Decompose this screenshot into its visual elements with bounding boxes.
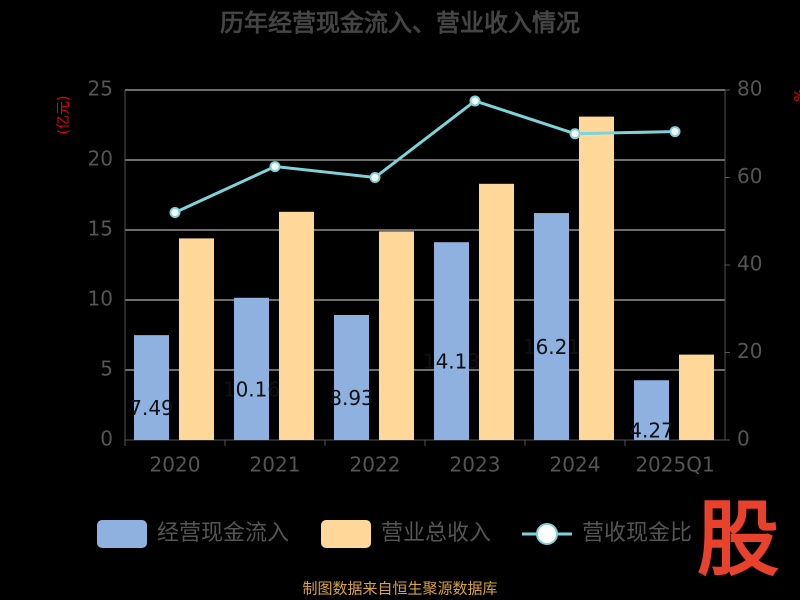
- y-tick-label: 10: [88, 287, 113, 311]
- x-tick-label: 2020: [150, 453, 201, 477]
- legend-swatch: [97, 520, 147, 548]
- bar: [379, 231, 414, 440]
- y2-tick-label: 60: [737, 164, 762, 188]
- legend-label: 营收现金比: [582, 521, 692, 546]
- y-tick-label: 20: [88, 147, 113, 171]
- bar: [334, 314, 369, 440]
- bar: [234, 297, 269, 440]
- y2-tick-label: 0: [737, 427, 750, 451]
- bar: [279, 211, 314, 440]
- data-label: 4.27: [629, 419, 674, 443]
- y-axis-label: (亿元): [56, 96, 72, 135]
- bar: [579, 116, 614, 440]
- data-label: 8.93: [329, 386, 374, 410]
- legend-label: 经营现金流入: [157, 521, 289, 546]
- logo: 股: [697, 492, 779, 587]
- y2-axis-label: %: [790, 88, 800, 101]
- y-tick-label: 5: [100, 357, 113, 381]
- y2-tick-label: 20: [737, 339, 762, 363]
- legend-swatch: [321, 520, 371, 548]
- line-point: [369, 172, 381, 183]
- x-tick-label: 2024: [550, 453, 601, 477]
- bar: [134, 335, 169, 440]
- bar: [434, 242, 469, 440]
- y-tick-label: 15: [88, 217, 113, 241]
- data-label: 7.49: [129, 396, 174, 420]
- x-tick-label: 2021: [250, 453, 301, 477]
- y-tick-label: 0: [100, 427, 113, 451]
- bar: [679, 354, 714, 440]
- line-point: [169, 207, 181, 218]
- chart-title: 历年经营现金流入、营业收入情况: [220, 9, 580, 37]
- legend-swatch: [536, 523, 558, 545]
- x-tick-label: 2023: [450, 453, 501, 477]
- source-note: 制图数据来自恒生聚源数据库: [302, 580, 497, 598]
- y2-tick-label: 40: [737, 252, 762, 276]
- line-point: [669, 126, 681, 138]
- line: [174, 99, 676, 214]
- y-tick-label: 25: [88, 77, 113, 101]
- line-point: [469, 95, 481, 107]
- data-label: 16.21: [523, 335, 580, 359]
- data-label: 10.16: [223, 377, 280, 401]
- line-point: [569, 128, 581, 140]
- x-tick-label: 2022: [350, 453, 401, 477]
- legend-label: 营业总收入: [381, 521, 491, 546]
- x-tick-label: 2025Q1: [635, 453, 714, 477]
- bar: [634, 380, 669, 440]
- bar: [534, 213, 569, 440]
- y2-tick-label: 80: [737, 77, 762, 101]
- data-label: 14.13: [423, 350, 480, 374]
- bar: [479, 183, 514, 441]
- bar: [179, 238, 214, 440]
- line-point: [269, 161, 281, 173]
